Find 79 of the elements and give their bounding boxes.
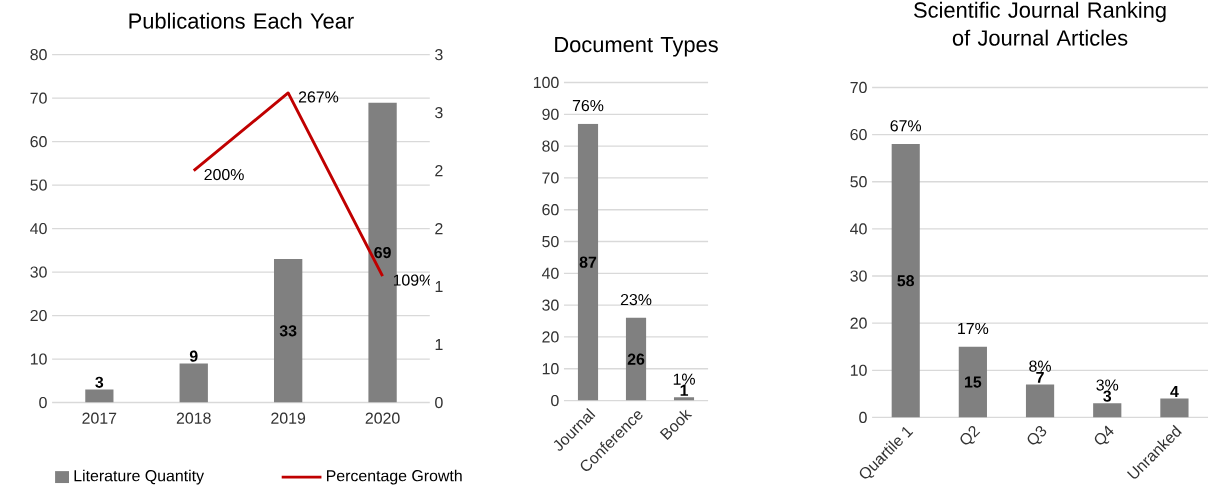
- bar: [85, 389, 114, 403]
- y-tick-label: 60: [30, 136, 47, 148]
- bar: [1160, 398, 1189, 418]
- y-tick-label: 10: [850, 364, 867, 376]
- y-tick-label: 40: [541, 267, 559, 279]
- bar: [1025, 384, 1055, 418]
- data-label: 200%: [204, 168, 244, 181]
- data-label: 9: [189, 350, 198, 362]
- y2-tick-label: 1: [435, 339, 443, 351]
- y-tick-label: 40: [850, 223, 867, 235]
- y-tick-label: 20: [30, 309, 47, 322]
- y-tick-label: 30: [30, 266, 47, 278]
- y-tick-label: 0: [39, 396, 47, 409]
- y-tick-label: 60: [850, 129, 867, 141]
- bar: [958, 346, 987, 418]
- data-label: 4: [1170, 386, 1179, 398]
- y2-tick-label: 3: [435, 107, 443, 119]
- annotation: 1%: [673, 373, 695, 385]
- annotation: 23%: [620, 293, 652, 306]
- data-label: 26: [627, 353, 645, 365]
- y2-tick-label: 3: [435, 49, 443, 61]
- y-tick-label: 50: [542, 235, 559, 248]
- legend-label: Literature Quantity: [74, 469, 204, 485]
- data-label: 3: [1103, 390, 1112, 402]
- x-tick-label: 2018: [176, 412, 211, 424]
- annotation: 8%: [1029, 360, 1051, 372]
- y-tick-label: 30: [542, 299, 559, 311]
- data-label: 3: [95, 376, 104, 388]
- x-tick-label: Q4: [1094, 425, 1114, 445]
- y-tick-label: 70: [542, 172, 559, 184]
- y-tick-label: 30: [850, 270, 867, 282]
- x-tick-label: 2019: [271, 412, 306, 424]
- annotation: 3%: [1096, 379, 1119, 391]
- y2-tick-label: 2: [435, 165, 443, 177]
- annotation: 76%: [572, 99, 604, 112]
- y2-tick-label: 0: [435, 396, 443, 409]
- data-label: 58: [897, 275, 915, 287]
- y-tick-label: 70: [850, 81, 867, 94]
- y-tick-label: 70: [30, 92, 47, 104]
- y2-tick-label: 1: [435, 281, 443, 293]
- chart-title: Document Types: [555, 37, 718, 57]
- y-tick-label: 100: [533, 76, 559, 89]
- annotation: 17%: [958, 322, 989, 335]
- x-tick-label: Q2: [960, 425, 981, 445]
- y-tick-label: 10: [30, 353, 47, 365]
- x-tick-label: 2017: [82, 412, 117, 424]
- data-label: 33: [279, 325, 297, 337]
- data-label: 267%: [298, 91, 339, 103]
- bar: [273, 259, 303, 403]
- bar: [577, 123, 599, 401]
- legend-label: Percentage Growth: [327, 469, 462, 485]
- x-tick-label: 2020: [365, 412, 400, 424]
- data-label: 87: [579, 256, 597, 268]
- bar: [179, 363, 208, 403]
- data-label: 1: [680, 384, 689, 396]
- chart-title: Publications Each Year: [129, 12, 354, 29]
- bar: [625, 317, 647, 401]
- y-tick-label: 50: [850, 176, 867, 188]
- bar: [891, 144, 920, 418]
- y-tick-label: 20: [542, 331, 559, 343]
- annotation: 67%: [890, 120, 922, 132]
- y-tick-label: 0: [551, 394, 559, 407]
- bar: [673, 397, 695, 401]
- y-tick-label: 20: [850, 317, 867, 329]
- y-tick-label: 50: [30, 179, 47, 191]
- bar: [1093, 403, 1122, 418]
- x-tick-label: Q3: [1027, 425, 1047, 445]
- y-tick-label: 80: [30, 49, 47, 61]
- data-label: 15: [965, 376, 982, 388]
- y-tick-label: 0: [859, 411, 867, 424]
- y-tick-label: 40: [30, 222, 47, 235]
- y-tick-label: 90: [542, 108, 559, 120]
- y-tick-label: 10: [542, 363, 559, 375]
- y-tick-label: 80: [542, 140, 559, 152]
- y2-tick-label: 2: [435, 223, 443, 235]
- data-label: 69: [374, 246, 391, 259]
- y-tick-label: 60: [542, 204, 559, 216]
- data-label: 7: [1036, 371, 1044, 383]
- chart-title: Scientific Journal Ranking of Journal Articles: [914, 1, 1166, 46]
